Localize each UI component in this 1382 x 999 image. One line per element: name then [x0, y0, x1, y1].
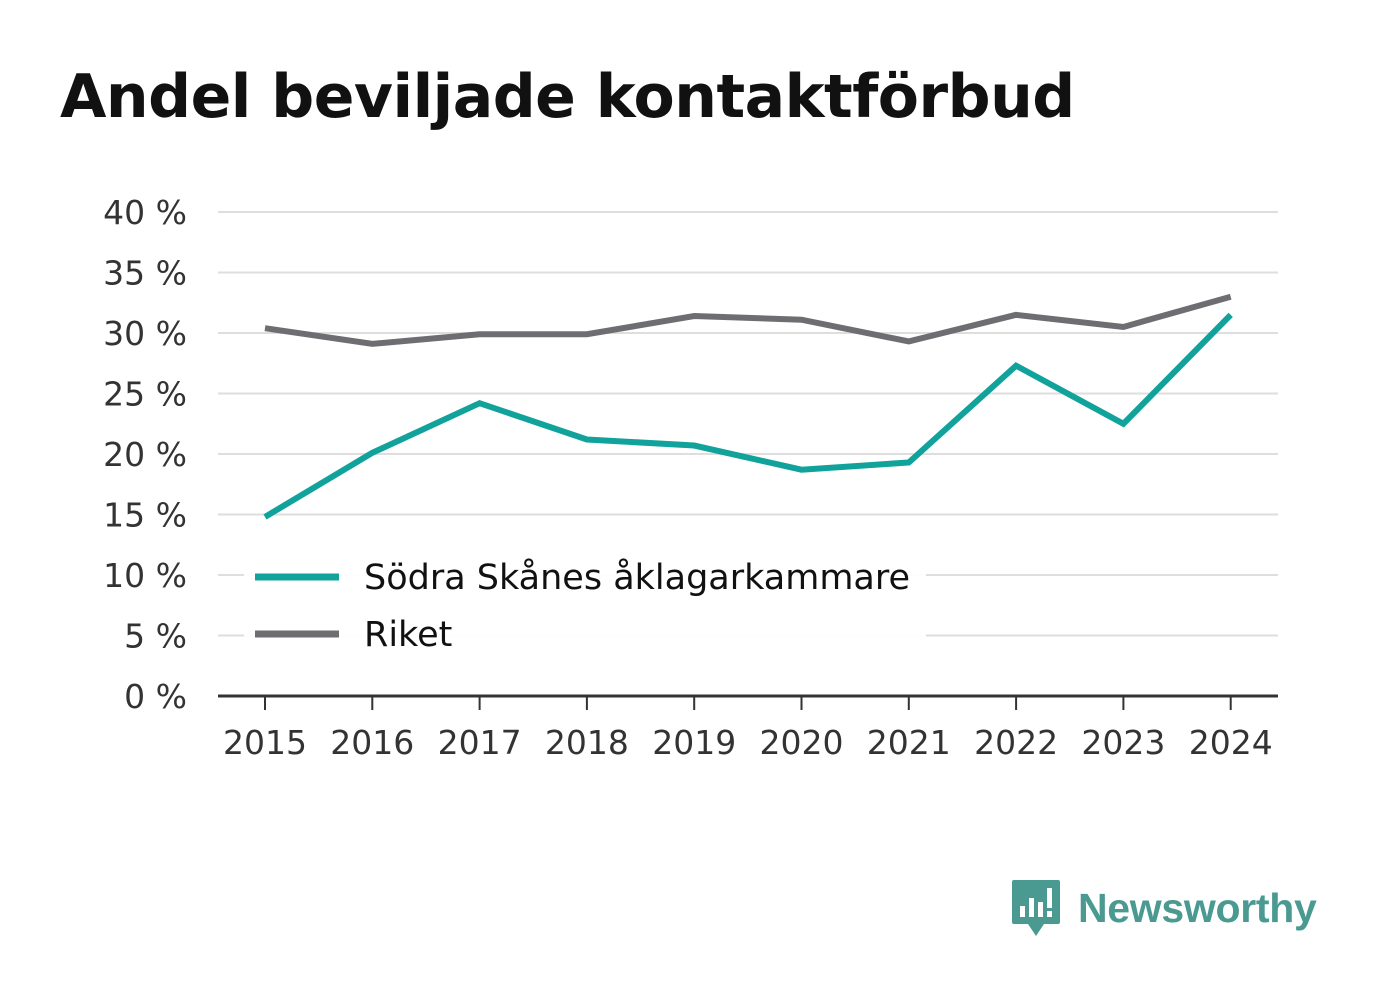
series-line: [263, 312, 1233, 520]
x-tick-label: 2015: [223, 723, 307, 762]
x-tick-label: 2018: [545, 723, 629, 762]
x-tick-label: 2022: [974, 723, 1058, 762]
y-tick-label: 15 %: [103, 496, 187, 535]
y-tick-label: 20 %: [103, 435, 187, 474]
x-tick-label: 2020: [760, 723, 844, 762]
legend-box: [244, 544, 926, 664]
series-line: [264, 293, 1232, 347]
y-tick-label: 35 %: [103, 254, 187, 293]
x-tick-label: 2024: [1189, 723, 1273, 762]
y-tick-label: 0 %: [124, 677, 187, 716]
y-tick-label: 5 %: [124, 617, 187, 656]
brand-name: Newsworthy: [1078, 884, 1317, 931]
chart-title: Andel beviljade kontaktförbud: [60, 62, 1075, 132]
y-tick-label: 10 %: [103, 556, 187, 595]
x-tick-label: 2016: [330, 723, 414, 762]
y-tick-label: 40 %: [103, 193, 187, 232]
newsworthy-logo-icon: [1012, 880, 1060, 936]
legend-label: Södra Skånes åklagarkammare: [364, 557, 910, 598]
y-tick-label: 25 %: [103, 375, 187, 414]
y-tick-label: 30 %: [103, 314, 187, 353]
x-tick-label: 2019: [652, 723, 736, 762]
x-tick-label: 2021: [867, 723, 951, 762]
x-tick-label: 2017: [438, 723, 522, 762]
x-tick-label: 2023: [1081, 723, 1165, 762]
legend-label: Riket: [364, 615, 452, 655]
brand-logo: Newsworthy: [1010, 878, 1317, 938]
